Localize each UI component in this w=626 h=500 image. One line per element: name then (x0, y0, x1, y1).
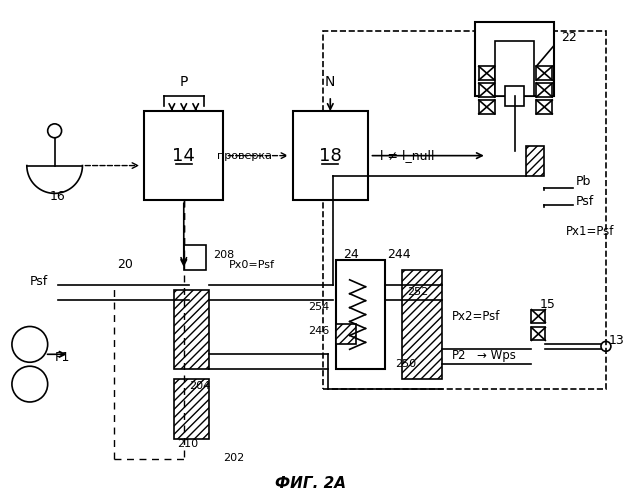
Bar (144, 111, 223, 200)
Bar (536, 66, 552, 80)
Text: P1: P1 (54, 352, 70, 364)
Bar (536, 83, 552, 97)
Text: 254: 254 (308, 302, 329, 312)
Text: 204: 204 (188, 381, 210, 391)
Text: N: N (325, 75, 336, 89)
Text: Px0=Psf: Px0=Psf (228, 260, 274, 270)
Text: l ≠ l_null: l ≠ l_null (380, 149, 434, 162)
Text: 16: 16 (49, 190, 65, 203)
Text: 24: 24 (342, 248, 359, 261)
Text: Psf: Psf (576, 196, 594, 208)
Text: Psf: Psf (30, 275, 48, 288)
Text: Pb: Pb (576, 176, 592, 188)
Bar (174, 290, 208, 369)
Text: 210: 210 (177, 438, 198, 448)
Bar (495, 42, 535, 96)
Text: ФИГ. 2А: ФИГ. 2А (275, 476, 346, 491)
Bar (526, 146, 545, 176)
Bar (336, 260, 386, 369)
Text: → Wps: → Wps (477, 350, 516, 362)
Text: проверка: проверка (217, 150, 272, 160)
Text: 22: 22 (562, 32, 577, 44)
Text: Px1=Psf: Px1=Psf (566, 225, 615, 238)
Text: 208: 208 (213, 250, 235, 260)
Bar (531, 328, 545, 340)
Bar (293, 111, 367, 200)
Bar (536, 100, 552, 114)
Text: 20: 20 (117, 258, 133, 271)
Text: 18: 18 (319, 146, 342, 164)
Text: Px2=Psf: Px2=Psf (452, 310, 500, 322)
Bar (479, 100, 495, 114)
Text: 202: 202 (223, 452, 245, 462)
Bar (531, 310, 545, 322)
Text: 252: 252 (408, 286, 429, 296)
Bar (475, 22, 554, 96)
Bar (174, 379, 208, 438)
Text: 15: 15 (540, 298, 555, 310)
Bar (505, 86, 525, 106)
Text: P2: P2 (452, 350, 466, 362)
Bar (336, 324, 356, 344)
Text: P: P (180, 75, 188, 89)
Text: 246: 246 (308, 326, 329, 336)
Bar (184, 245, 205, 270)
Text: 250: 250 (396, 359, 416, 369)
Text: 244: 244 (387, 248, 411, 261)
Bar (403, 270, 442, 379)
Text: 13: 13 (609, 334, 625, 347)
Bar (479, 83, 495, 97)
Bar (323, 32, 606, 389)
Bar (479, 66, 495, 80)
Text: 14: 14 (172, 146, 195, 164)
